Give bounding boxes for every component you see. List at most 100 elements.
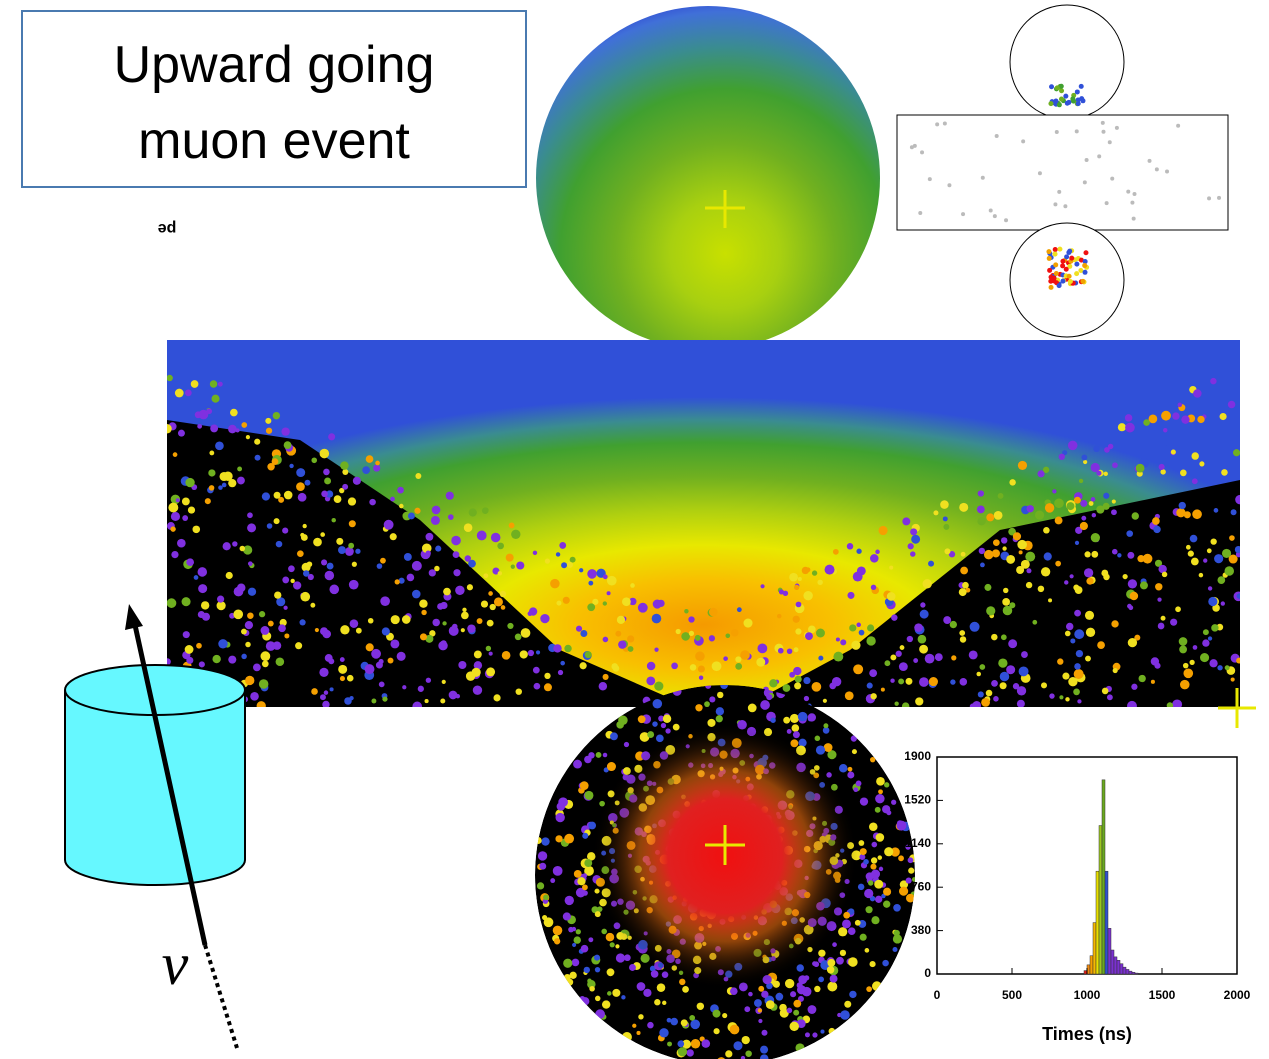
hit	[980, 175, 985, 180]
hit	[1185, 544, 1191, 550]
hit	[1207, 636, 1213, 641]
hit	[453, 569, 461, 577]
hit	[389, 533, 397, 541]
hit	[1155, 583, 1163, 591]
hit	[808, 625, 816, 634]
hit	[1053, 270, 1059, 276]
hit	[918, 211, 923, 216]
hit	[1150, 657, 1160, 666]
hit	[1213, 508, 1219, 513]
hit	[1114, 125, 1119, 130]
hit	[337, 546, 346, 555]
bar	[1125, 969, 1130, 975]
hit	[1020, 559, 1030, 569]
hit	[1134, 634, 1141, 641]
hit	[602, 673, 609, 681]
hit	[516, 561, 525, 570]
hit	[184, 645, 194, 654]
hit	[355, 627, 362, 634]
hit	[870, 554, 879, 563]
hit	[443, 587, 451, 596]
hit	[1074, 609, 1081, 617]
hit	[511, 529, 521, 539]
hit	[587, 569, 597, 579]
hit	[216, 601, 226, 611]
hit	[1137, 555, 1145, 563]
hit	[1111, 548, 1118, 555]
hit	[844, 691, 854, 701]
hit	[390, 496, 395, 502]
hit	[1104, 201, 1109, 206]
hit	[1012, 683, 1020, 690]
hit	[383, 519, 394, 530]
hit	[1101, 687, 1109, 695]
hit	[1153, 525, 1161, 534]
hit	[177, 538, 186, 548]
hit	[805, 632, 813, 641]
hit	[414, 507, 421, 514]
hit	[1106, 694, 1113, 701]
hit	[1097, 154, 1102, 159]
hit	[895, 650, 902, 657]
hit	[1054, 498, 1064, 509]
hit	[1037, 171, 1042, 176]
hit	[544, 558, 551, 564]
detector-sketch	[64, 604, 246, 1049]
hit	[846, 543, 854, 550]
hit	[1032, 619, 1038, 625]
hit	[1017, 460, 1028, 471]
hit	[1161, 410, 1171, 421]
hit	[999, 682, 1007, 690]
hit	[579, 568, 584, 573]
hit	[505, 553, 514, 562]
hit	[247, 561, 253, 566]
hit	[1069, 255, 1075, 261]
hit	[1016, 699, 1025, 707]
hit	[1181, 415, 1190, 424]
hit	[793, 666, 802, 676]
hit	[348, 579, 359, 590]
hit	[618, 640, 627, 649]
hit	[490, 532, 501, 543]
hit	[910, 528, 918, 536]
hit	[928, 677, 938, 687]
hit	[708, 635, 716, 642]
hit	[468, 559, 476, 568]
hit	[533, 682, 541, 690]
hit	[1166, 702, 1174, 707]
hit	[241, 653, 247, 660]
hit	[1199, 461, 1205, 467]
hit	[1191, 478, 1198, 485]
hit	[1160, 615, 1166, 621]
hit	[1055, 560, 1062, 567]
hit	[602, 636, 609, 643]
hit	[561, 562, 568, 569]
hit	[1042, 466, 1050, 473]
hit	[535, 650, 541, 655]
hit	[1122, 573, 1128, 580]
hit	[1026, 568, 1032, 574]
hit	[1040, 567, 1051, 577]
hit	[320, 532, 326, 537]
hit	[794, 682, 802, 690]
hit	[245, 435, 250, 440]
hit	[1017, 539, 1027, 550]
hit	[959, 636, 967, 643]
hit	[1221, 548, 1232, 559]
hit	[919, 609, 929, 619]
hit	[324, 477, 332, 485]
hit	[1117, 423, 1126, 432]
hit	[197, 567, 208, 577]
hit	[271, 458, 279, 465]
hit	[1067, 279, 1073, 285]
hit	[261, 660, 269, 668]
hit	[428, 569, 436, 577]
hit	[1056, 283, 1062, 289]
hit	[1219, 412, 1227, 421]
hit	[349, 695, 354, 701]
hit	[856, 548, 862, 554]
hit	[1088, 501, 1094, 506]
hit	[637, 602, 648, 613]
